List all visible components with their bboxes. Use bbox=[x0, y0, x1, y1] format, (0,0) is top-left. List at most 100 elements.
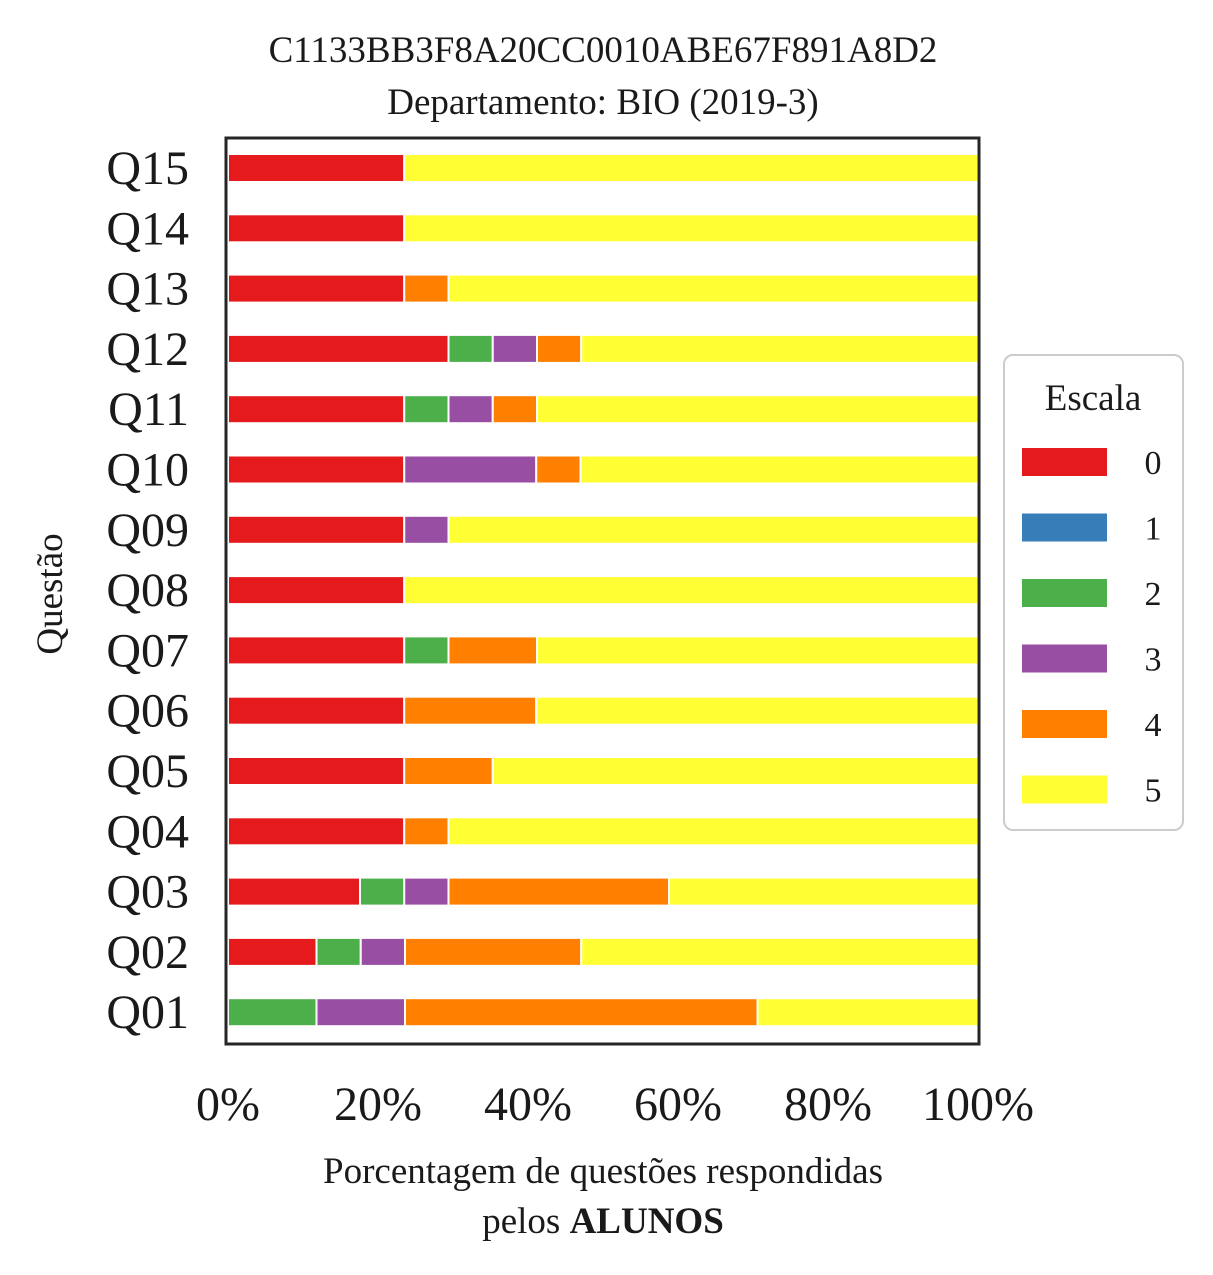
bar-q07-scale-0 bbox=[227, 635, 406, 666]
bar-q12-scale-2 bbox=[447, 333, 494, 364]
y-tick-label: Q07 bbox=[106, 624, 189, 677]
bar-q03-scale-4 bbox=[447, 876, 670, 907]
bar-q11-scale-5 bbox=[536, 394, 979, 425]
bar-q06-scale-5 bbox=[535, 695, 979, 726]
y-tick-labels: Q01 Q02 Q03 Q04 Q05 Q06 Q07 Q08 Q09 Q10 Q11 Q12 Q13 Q… bbox=[106, 142, 189, 1039]
legend-swatch-3 bbox=[1022, 644, 1107, 673]
bar-q12-scale-3 bbox=[491, 333, 538, 364]
bar-q13-scale-4 bbox=[403, 273, 450, 304]
x-tick-labels: 0% 20% 40% 60% 80% 100% bbox=[196, 1078, 1034, 1131]
bar-q12-scale-4 bbox=[536, 333, 583, 364]
bar-q05-scale-0 bbox=[227, 756, 406, 786]
y-tick-label: Q13 bbox=[106, 263, 189, 316]
x-tick-label: 80% bbox=[784, 1078, 872, 1131]
bar-q01-scale-5 bbox=[756, 997, 979, 1028]
bar-q14-scale-5 bbox=[403, 213, 979, 244]
bar-q08-scale-5 bbox=[403, 575, 979, 606]
bar-q10-scale-0 bbox=[227, 454, 406, 485]
y-tick-label: Q11 bbox=[108, 383, 189, 436]
bar-q05-scale-4 bbox=[403, 756, 494, 786]
bar-q03-scale-5 bbox=[668, 876, 979, 907]
chart-title: C1133BB3F8A20CC0010ABE67F891A8D2 bbox=[269, 30, 938, 71]
bar-q02-scale-2 bbox=[315, 936, 362, 967]
x-tick-label: 60% bbox=[634, 1078, 722, 1131]
bar-q09-scale-0 bbox=[227, 514, 406, 545]
bar-q04-scale-5 bbox=[447, 816, 979, 847]
y-tick-label: Q08 bbox=[106, 564, 189, 617]
bar-q02-scale-0 bbox=[227, 936, 318, 967]
bar-q01-scale-4 bbox=[404, 997, 759, 1028]
bar-q11-scale-4 bbox=[491, 394, 538, 425]
bar-q06-scale-0 bbox=[227, 695, 406, 726]
bar-q04-scale-0 bbox=[227, 816, 406, 847]
bar-q02-scale-5 bbox=[580, 936, 979, 967]
legend: Escala 0 1 2 3 4 5 bbox=[1003, 354, 1184, 831]
x-axis-label-line1: Porcentagem de questões respondidas bbox=[323, 1151, 883, 1192]
bar-q10-scale-4 bbox=[535, 454, 582, 485]
bar-q10-scale-5 bbox=[579, 454, 979, 485]
bar-q11-scale-0 bbox=[227, 394, 406, 425]
legend-swatch-1 bbox=[1022, 513, 1107, 542]
bar-q09-scale-3 bbox=[403, 514, 450, 545]
legend-swatch-0 bbox=[1022, 448, 1107, 476]
y-tick-label: Q02 bbox=[106, 926, 189, 979]
legend-label-5: 5 bbox=[1145, 773, 1162, 810]
bar-q08-scale-0 bbox=[227, 575, 406, 606]
bar-q13-scale-0 bbox=[227, 273, 406, 304]
bar-q03-scale-2 bbox=[359, 876, 406, 907]
y-tick-label: Q03 bbox=[106, 866, 189, 919]
bar-q15-scale-5 bbox=[403, 153, 979, 183]
bar-q09-scale-5 bbox=[447, 514, 979, 545]
bar-q04-scale-4 bbox=[403, 816, 450, 847]
bar-q02-scale-4 bbox=[404, 936, 583, 967]
bar-q10-scale-3 bbox=[403, 454, 538, 485]
legend-label-1: 1 bbox=[1145, 511, 1162, 548]
plot-frame bbox=[224, 136, 981, 1046]
bar-q13-scale-5 bbox=[447, 273, 979, 304]
bar-q01-scale-2 bbox=[227, 997, 318, 1028]
x-tick-label: 100% bbox=[922, 1078, 1034, 1131]
x-axis-label-prefix: pelos bbox=[482, 1201, 569, 1242]
bar-q11-scale-2 bbox=[403, 394, 450, 425]
legend-label-0: 0 bbox=[1145, 445, 1162, 482]
x-axis-label-line2: pelos ALUNOS bbox=[482, 1201, 724, 1242]
bar-q07-scale-4 bbox=[447, 635, 538, 666]
y-tick-label: Q12 bbox=[106, 323, 189, 376]
y-tick-label: Q15 bbox=[106, 142, 189, 195]
bar-q02-scale-3 bbox=[359, 936, 406, 967]
bar-q03-scale-0 bbox=[227, 876, 361, 907]
y-tick-label: Q04 bbox=[106, 805, 189, 858]
legend-label-2: 2 bbox=[1145, 576, 1162, 613]
y-tick-label: Q06 bbox=[106, 685, 189, 738]
legend-label-4: 4 bbox=[1145, 707, 1162, 744]
y-axis-label: Questão bbox=[30, 533, 71, 654]
bar-q14-scale-0 bbox=[227, 213, 406, 244]
legend-swatch-4 bbox=[1022, 710, 1107, 738]
y-tick-label: Q09 bbox=[106, 504, 189, 557]
legend-label-3: 3 bbox=[1145, 642, 1162, 679]
y-tick-label: Q14 bbox=[106, 202, 189, 255]
x-tick-label: 40% bbox=[484, 1078, 572, 1131]
bar-q01-scale-3 bbox=[315, 997, 406, 1028]
bar-q15-scale-0 bbox=[227, 153, 406, 183]
bar-q11-scale-3 bbox=[447, 394, 494, 425]
bar-q05-scale-5 bbox=[491, 756, 979, 786]
bars-layer bbox=[227, 153, 979, 1028]
x-tick-label: 20% bbox=[334, 1078, 422, 1131]
bar-q07-scale-2 bbox=[403, 635, 450, 666]
legend-items: 0 1 2 3 4 5 bbox=[1022, 445, 1162, 810]
legend-swatch-2 bbox=[1022, 579, 1107, 607]
bar-q12-scale-0 bbox=[227, 333, 450, 364]
bar-q06-scale-4 bbox=[403, 695, 538, 726]
x-axis-label-bold: ALUNOS bbox=[570, 1201, 724, 1242]
bar-q03-scale-3 bbox=[403, 876, 450, 907]
chart-subtitle: Departamento: BIO (2019-3) bbox=[387, 82, 819, 123]
legend-title: Escala bbox=[1045, 378, 1142, 419]
bar-q07-scale-5 bbox=[536, 635, 979, 666]
x-tick-label: 0% bbox=[196, 1078, 260, 1131]
bar-q12-scale-5 bbox=[580, 333, 979, 364]
legend-swatch-5 bbox=[1022, 775, 1107, 804]
y-tick-label: Q01 bbox=[106, 986, 189, 1039]
y-tick-label: Q10 bbox=[106, 444, 189, 497]
